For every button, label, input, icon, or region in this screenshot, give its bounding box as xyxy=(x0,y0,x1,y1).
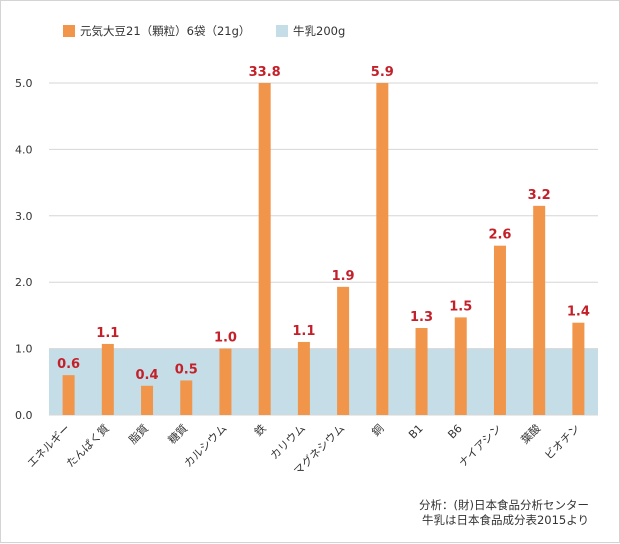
bar xyxy=(454,317,467,415)
bar xyxy=(141,385,154,415)
bar-value-label: 1.4 xyxy=(567,305,590,320)
bar-value-label: 1.5 xyxy=(449,299,472,314)
bar-value-label: 1.9 xyxy=(332,269,355,284)
milk-reference-band xyxy=(49,348,598,415)
bar xyxy=(297,341,310,415)
category-label: 鉄 xyxy=(251,421,269,439)
bar xyxy=(572,322,585,415)
category-label: B6 xyxy=(445,422,464,441)
bar-value-label: 0.5 xyxy=(175,362,198,377)
y-tick-label: 2.0 xyxy=(15,276,33,289)
bar-value-label: 3.2 xyxy=(528,188,551,203)
legend-swatch-blue xyxy=(276,25,288,37)
category-label: 脂質 xyxy=(126,421,151,446)
category-label: 葉酸 xyxy=(518,421,543,446)
legend-item-genki: 元気大豆21（顆粒）6袋（21g） xyxy=(63,23,250,39)
bar-value-label: 2.6 xyxy=(488,228,511,243)
bar-value-label: 1.1 xyxy=(96,326,119,341)
category-label: たんぱく質 xyxy=(63,421,112,470)
legend-label-milk: 牛乳200g xyxy=(293,24,346,38)
bar xyxy=(493,245,506,415)
bar-value-label: 33.8 xyxy=(249,65,281,80)
source-note: 分析：(財)日本食品分析センター 牛乳は日本食品成分表2015より xyxy=(419,498,589,528)
category-label: B1 xyxy=(406,422,425,441)
category-label: 糖質 xyxy=(165,421,190,446)
y-tick-label: 4.0 xyxy=(15,143,33,156)
y-tick-label: 1.0 xyxy=(15,343,33,356)
category-label: ナイアシン xyxy=(456,422,504,470)
bar-value-label: 0.6 xyxy=(57,357,80,372)
bar-value-label: 5.9 xyxy=(371,65,394,80)
bar-value-label: 1.0 xyxy=(214,331,237,346)
category-label: ビオチン xyxy=(542,422,582,462)
bar xyxy=(337,286,350,415)
legend-item-milk: 牛乳200g xyxy=(276,23,345,39)
bar xyxy=(415,328,428,415)
bar-value-label: 1.1 xyxy=(292,324,315,339)
bar xyxy=(533,205,546,415)
bar xyxy=(180,380,193,415)
legend-label-genki: 元気大豆21（顆粒）6袋（21g） xyxy=(80,24,251,38)
category-label: カルシウム xyxy=(182,422,230,470)
y-tick-label: 0.0 xyxy=(15,409,33,422)
bar xyxy=(219,348,232,415)
bar xyxy=(101,343,114,415)
bar xyxy=(258,83,271,415)
source-line-2: 牛乳は日本食品成分表2015より xyxy=(421,513,589,527)
bar xyxy=(62,375,75,415)
legend-swatch-orange xyxy=(63,25,75,37)
category-label: カリウム xyxy=(268,422,308,462)
source-line-1: 分析：(財)日本食品分析センター xyxy=(419,498,589,512)
bar xyxy=(376,83,389,415)
y-tick-label: 3.0 xyxy=(15,210,33,223)
bar-value-label: 1.3 xyxy=(410,310,433,325)
y-tick-label: 5.0 xyxy=(15,77,33,90)
bar-value-label: 0.4 xyxy=(136,368,159,383)
category-label: 銅 xyxy=(369,421,387,439)
